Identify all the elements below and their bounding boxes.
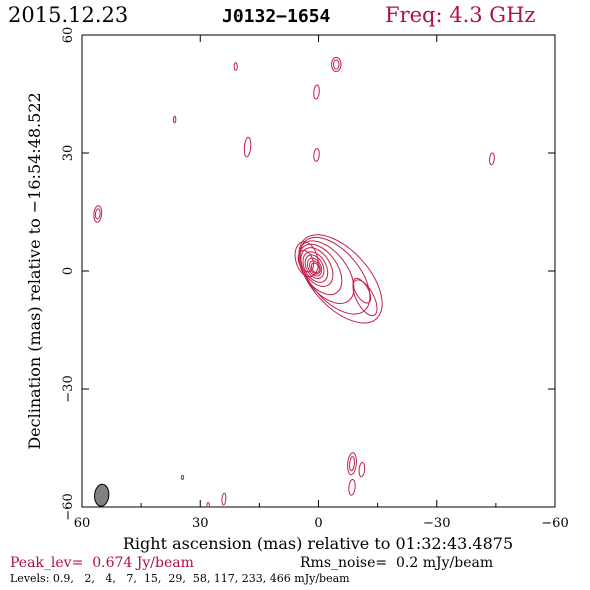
noise-contour <box>172 115 177 124</box>
peak-level: Peak_lev= 0.674 Jy/beam <box>10 555 194 571</box>
source-name: J0132−1654 <box>222 6 331 27</box>
noise-contour <box>489 152 495 166</box>
x-tick-label: −60 <box>541 516 568 531</box>
observation-date: 2015.12.23 <box>8 3 128 27</box>
y-tick-label: −30 <box>61 375 76 402</box>
beam-layer <box>94 483 110 507</box>
noise-contour <box>358 462 366 478</box>
contour-levels: Levels: 0.9, 2, 4, 7, 15, 29, 58, 117, 2… <box>10 572 350 585</box>
noise-contour <box>349 456 355 472</box>
y-tick-label: −60 <box>61 493 76 520</box>
tick-marks <box>81 34 556 508</box>
y-axis-label: Declination (mas) relative to −16:54:48.… <box>25 92 44 449</box>
core-contour <box>304 254 325 279</box>
y-tick-label: 60 <box>61 27 76 44</box>
core-contour <box>302 251 329 283</box>
noise-contour <box>347 452 357 476</box>
frequency-label: Freq: 4.3 GHz <box>385 3 535 27</box>
core-contour <box>298 234 383 324</box>
jet-contour <box>294 241 319 278</box>
core-contour <box>309 260 321 275</box>
jet-contour <box>297 250 315 273</box>
noise-contour <box>313 84 320 100</box>
noise-contour <box>180 475 185 480</box>
x-tick-labels: 60 30 0 −30 −60 <box>74 516 569 531</box>
noise-contour <box>243 136 252 158</box>
noise-contour <box>331 56 342 73</box>
y-tick-label: 30 <box>61 145 76 162</box>
x-tick-label: 0 <box>314 516 322 531</box>
restoring-beam <box>94 483 110 507</box>
contour-layer <box>93 56 495 508</box>
x-axis-label: Right ascension (mas) relative to 01:32:… <box>123 534 513 553</box>
noise-contour <box>348 478 356 496</box>
noise-contour <box>221 492 227 506</box>
core-contour <box>298 240 355 304</box>
y-tick-label: 0 <box>61 267 76 275</box>
noise-contour <box>332 59 340 70</box>
noise-contour <box>206 502 210 508</box>
x-tick-label: 30 <box>192 516 209 531</box>
noise-contour <box>94 208 101 220</box>
noise-contour <box>233 62 238 71</box>
y-tick-labels: −60 −30 0 30 60 <box>61 27 76 521</box>
core-contour <box>306 257 323 277</box>
x-tick-label: 60 <box>74 516 91 531</box>
core-contour <box>299 236 371 315</box>
plot-frame <box>81 34 556 508</box>
jet-contour <box>352 277 372 304</box>
noise-contour <box>313 148 320 162</box>
rms-noise: Rms_noise= 0.2 mJy/beam <box>300 555 493 571</box>
noise-contour <box>93 205 103 223</box>
x-tick-label: −30 <box>423 516 450 531</box>
jet-contour <box>352 279 378 317</box>
